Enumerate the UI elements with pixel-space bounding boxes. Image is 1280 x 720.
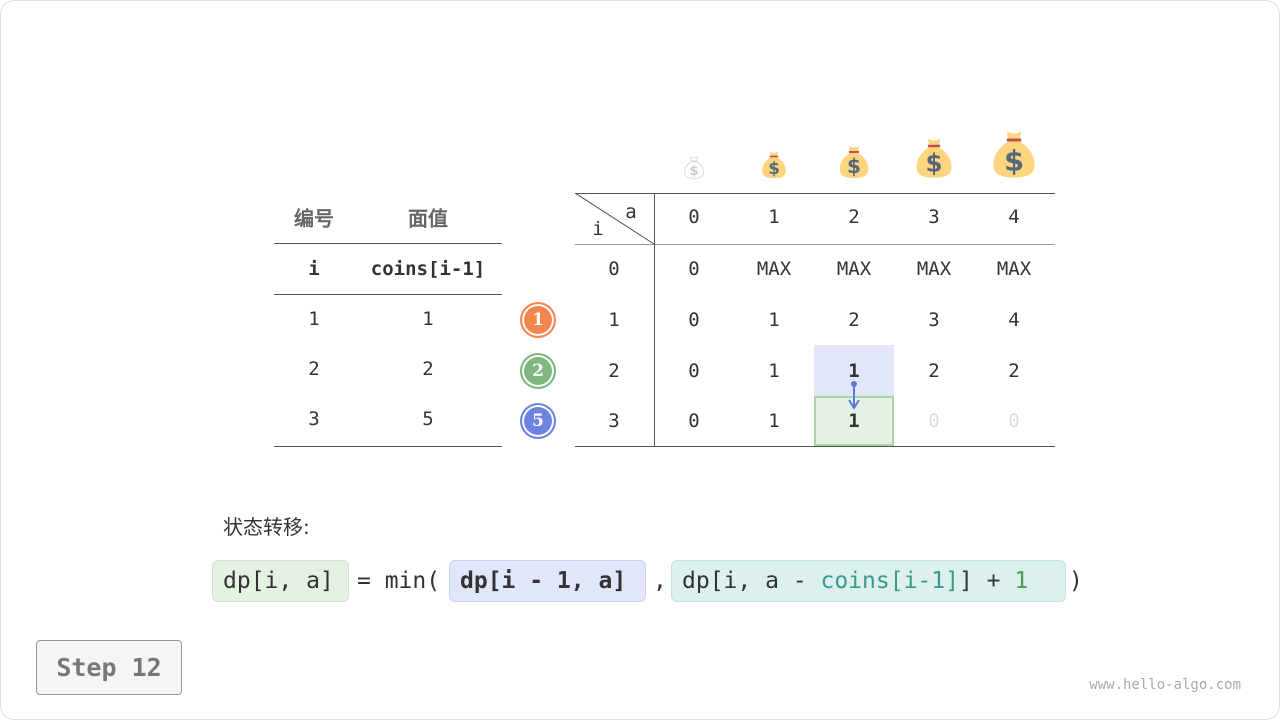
divider <box>274 243 502 244</box>
divider <box>575 446 1055 447</box>
money-bag-faded-icon: $ <box>682 155 706 179</box>
row-header: 1 <box>608 309 620 331</box>
money-bag-icon: $ <box>836 143 872 179</box>
svg-text:$: $ <box>689 164 698 179</box>
header-i: i <box>308 258 320 280</box>
svg-text:$: $ <box>847 154 861 178</box>
svg-text:$: $ <box>768 159 780 178</box>
dp-cell: MAX <box>996 258 1032 280</box>
coin-badge-5: 5 <box>520 403 556 439</box>
dp-cell: 1 <box>848 410 860 432</box>
header-index-cn: 编号 <box>294 206 334 231</box>
dp-cell: 1 <box>848 360 860 382</box>
dp-cell: 0 <box>688 410 700 432</box>
dp-cell: 0 <box>1008 410 1020 432</box>
left-cell: 3 <box>308 408 320 430</box>
dp-cell: 3 <box>928 309 940 331</box>
col-header: 2 <box>848 206 860 228</box>
divider <box>575 244 1055 245</box>
watermark: www.hello-algo.com <box>1089 677 1241 693</box>
dp-cell: MAX <box>756 258 792 280</box>
col-header: 0 <box>688 206 700 228</box>
lhs-chip: dp[i, a] <box>212 560 349 602</box>
row-header: 2 <box>608 360 620 382</box>
dp-cell: 0 <box>688 309 700 331</box>
money-bag-icon: $ <box>988 127 1040 179</box>
dp-cell: 2 <box>1008 360 1020 382</box>
arrow-down-icon <box>848 381 860 410</box>
row-header: 3 <box>608 410 620 432</box>
money-bag-icon: $ <box>759 149 789 179</box>
col-header: 3 <box>928 206 940 228</box>
money-bag-icon: $ <box>912 135 956 179</box>
term2-one: 1 <box>1014 568 1029 594</box>
comma: , <box>653 568 667 594</box>
corner-diagonal <box>575 193 655 245</box>
eq-min: = min( <box>357 568 441 594</box>
coin-badge-1: 1 <box>520 302 556 338</box>
dp-cell: 1 <box>768 360 780 382</box>
term2-part: dp[i, a - <box>682 568 821 594</box>
dp-cell: 0 <box>928 410 940 432</box>
dp-cell: 4 <box>1008 309 1020 331</box>
left-cell: 1 <box>308 308 320 330</box>
svg-text:$: $ <box>1004 143 1024 177</box>
col-header: 1 <box>768 206 780 228</box>
corner-label-a: a <box>625 201 637 223</box>
left-cell: 2 <box>308 358 320 380</box>
step-button[interactable]: Step 12 <box>36 640 182 695</box>
divider <box>274 294 502 295</box>
divider <box>274 446 502 447</box>
col-header: 4 <box>1008 206 1020 228</box>
dp-cell: 1 <box>768 410 780 432</box>
left-cell: 2 <box>422 358 434 380</box>
divider <box>654 193 655 446</box>
dp-cell: 2 <box>848 309 860 331</box>
dp-cell: 0 <box>688 258 700 280</box>
left-cell: 5 <box>422 408 434 430</box>
dp-cell: MAX <box>916 258 952 280</box>
header-coins: coins[i-1] <box>370 258 486 280</box>
corner-label-i: i <box>592 218 604 240</box>
divider <box>575 193 1055 194</box>
term2-coins: coins[i-1] <box>820 568 959 594</box>
dp-cell: 1 <box>768 309 780 331</box>
dp-cell: 2 <box>928 360 940 382</box>
coin-badge-2: 2 <box>520 353 556 389</box>
dp-cell: MAX <box>836 258 872 280</box>
close-paren: ) <box>1069 568 1083 594</box>
header-value-cn: 面值 <box>408 206 448 231</box>
row-header: 0 <box>608 258 620 280</box>
svg-text:$: $ <box>925 149 942 178</box>
left-cell: 1 <box>422 308 434 330</box>
term1-chip: dp[i - 1, a] <box>449 560 646 602</box>
dp-cell: 0 <box>688 360 700 382</box>
term2-chip: dp[i, a - coins[i-1]] + 1 <box>671 560 1066 602</box>
transition-label: 状态转移: <box>223 515 310 539</box>
term2-part: ] + <box>958 568 1015 594</box>
